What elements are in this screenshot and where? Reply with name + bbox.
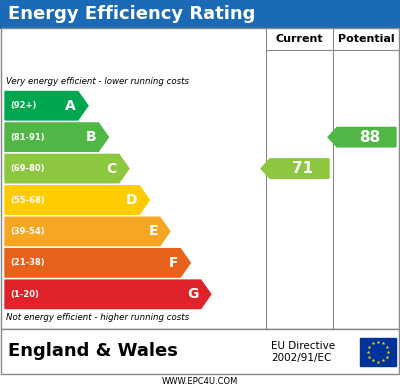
Text: (55-68): (55-68) bbox=[10, 196, 45, 204]
Text: (69-80): (69-80) bbox=[10, 164, 44, 173]
Text: A: A bbox=[65, 99, 76, 113]
Polygon shape bbox=[328, 127, 396, 147]
Text: D: D bbox=[126, 193, 138, 207]
Bar bbox=[360, 338, 396, 365]
Text: C: C bbox=[107, 161, 117, 176]
Text: (39-54): (39-54) bbox=[10, 227, 45, 236]
Polygon shape bbox=[5, 186, 150, 214]
Polygon shape bbox=[5, 249, 190, 277]
Text: (81-91): (81-91) bbox=[10, 133, 45, 142]
Text: E: E bbox=[148, 224, 158, 239]
Polygon shape bbox=[5, 154, 129, 183]
Text: 2002/91/EC: 2002/91/EC bbox=[271, 353, 331, 363]
Text: Current: Current bbox=[276, 34, 323, 44]
Text: Very energy efficient - lower running costs: Very energy efficient - lower running co… bbox=[6, 78, 189, 87]
Text: Potential: Potential bbox=[338, 34, 395, 44]
Text: Not energy efficient - higher running costs: Not energy efficient - higher running co… bbox=[6, 314, 189, 322]
Text: 71: 71 bbox=[292, 161, 313, 176]
Text: (1-20): (1-20) bbox=[10, 290, 39, 299]
Text: 88: 88 bbox=[359, 130, 380, 145]
Text: F: F bbox=[169, 256, 178, 270]
Text: WWW.EPC4U.COM: WWW.EPC4U.COM bbox=[162, 376, 238, 386]
Polygon shape bbox=[5, 280, 211, 308]
Text: Energy Efficiency Rating: Energy Efficiency Rating bbox=[8, 5, 255, 23]
Bar bbox=[0, 0, 400, 28]
Text: B: B bbox=[86, 130, 96, 144]
Bar bbox=[1, 329, 399, 374]
Polygon shape bbox=[261, 159, 329, 178]
Text: (21-38): (21-38) bbox=[10, 258, 45, 267]
Text: EU Directive: EU Directive bbox=[271, 341, 335, 351]
Text: England & Wales: England & Wales bbox=[8, 343, 178, 360]
Polygon shape bbox=[5, 217, 170, 246]
Text: G: G bbox=[188, 287, 199, 301]
Text: (92+): (92+) bbox=[10, 101, 36, 110]
Polygon shape bbox=[5, 123, 108, 151]
Polygon shape bbox=[5, 92, 88, 120]
Bar bbox=[1, 28, 399, 329]
